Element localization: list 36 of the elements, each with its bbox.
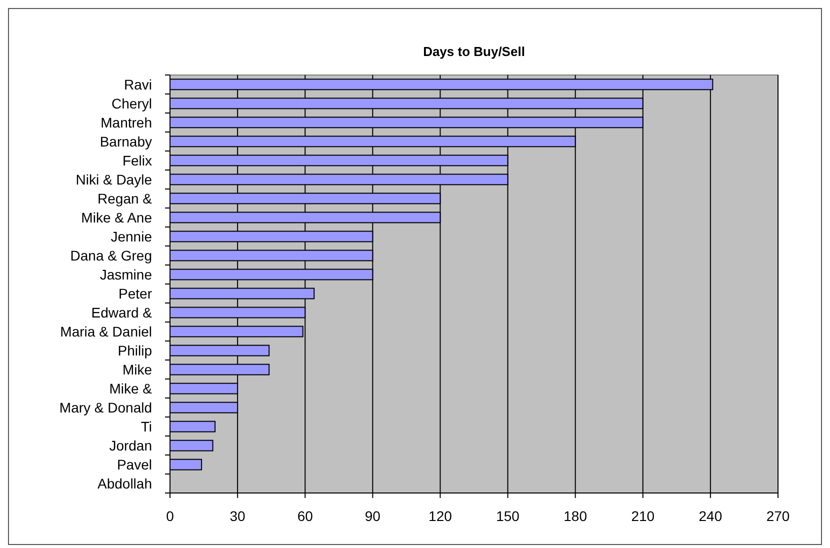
y-tick-label: Maria & Daniel: [60, 323, 152, 340]
x-tick-label: 0: [166, 508, 174, 524]
y-tick-label: Jordan: [109, 437, 152, 454]
bar: [170, 420, 216, 432]
y-tick-label: Edward &: [91, 304, 153, 320]
y-tick-label: Regan &: [98, 190, 153, 206]
y-tick-label: Ti: [140, 418, 152, 434]
y-tick-label: Felix: [122, 152, 152, 168]
y-tick-label: Mary & Donald: [59, 399, 152, 416]
x-tick-label: 270: [766, 508, 790, 524]
x-tick-label: 30: [230, 508, 246, 524]
y-tick-label: Mike & Ane: [81, 209, 152, 226]
bar: [170, 440, 214, 452]
y-tick-label: Mike &: [109, 380, 153, 396]
y-tick-label: Pavel: [116, 456, 152, 472]
x-tick-label: 90: [364, 508, 381, 524]
y-tick-label: Mike: [122, 361, 152, 378]
x-tick-label: 120: [428, 508, 452, 524]
y-tick-label: Cheryl: [112, 95, 152, 112]
y-tick-label: Ravi: [124, 76, 152, 92]
y-tick-label: Abdollah: [98, 475, 152, 492]
x-tick-label: 180: [564, 508, 588, 524]
y-tick-label: Jennie: [110, 228, 152, 244]
y-tick-label: Peter: [118, 285, 152, 302]
y-tick-label: Mantreh: [100, 114, 152, 130]
x-tick-label: 150: [496, 508, 520, 524]
x-tick-label: 240: [698, 508, 722, 524]
y-tick-label: Barnaby: [100, 133, 152, 150]
x-tick-label: 60: [297, 508, 314, 524]
chart-title: Days to Buy/Sell: [423, 44, 525, 59]
x-tick-label: 210: [631, 508, 655, 524]
y-tick-label: Jasmine: [100, 266, 152, 282]
y-tick-label: Dana & Greg: [70, 247, 152, 264]
y-tick-label: Philip: [118, 342, 152, 358]
bar: [170, 458, 202, 470]
y-tick-label: Niki & Dayle: [76, 171, 152, 188]
